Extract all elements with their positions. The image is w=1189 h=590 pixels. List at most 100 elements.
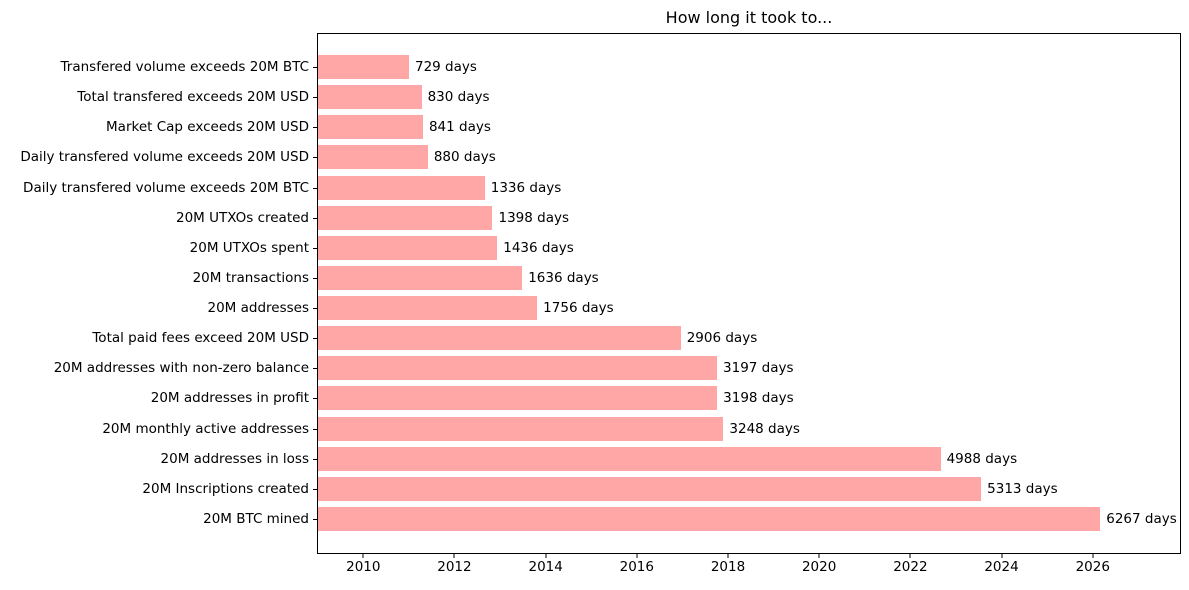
y-axis-tick-mark [313,127,317,129]
y-axis-label: 20M addresses [207,300,310,317]
bar [318,296,538,321]
bar-row: 841 days [313,112,1180,142]
bar-value-label: 3198 days [723,390,794,407]
bar-row: 4988 days [313,444,1180,474]
bar [318,145,428,170]
x-axis-tick-label: 2012 [437,559,472,575]
bar [318,265,523,290]
bar-value-label: 5313 days [987,480,1058,497]
x-axis-tick-mark [1092,554,1094,558]
y-axis-tick-mark [313,67,317,69]
bar-value-label: 1398 days [498,209,569,226]
bar [318,175,485,200]
y-axis-label: 20M UTXOs spent [189,239,309,256]
bar [318,85,422,110]
x-axis-tick-mark [1001,554,1002,558]
y-axis-tick-mark [313,368,317,370]
bar-value-label: 6267 days [1106,510,1177,527]
bar-row: 3197 days [313,353,1180,383]
x-axis-tick-mark [727,554,729,558]
y-axis-tick-mark [313,458,317,460]
y-axis-tick-mark [313,277,317,279]
bar-value-label: 2906 days [686,330,758,347]
bar-value-label: 729 days [414,59,477,76]
y-axis-tick-mark [313,97,317,99]
y-axis-label: Market Cap exceeds 20M USD [106,119,309,136]
x-axis-tick-label: 2010 [346,559,381,575]
x-axis-tick-label: 2026 [1075,559,1110,575]
bar-row: 880 days [313,142,1180,172]
bar-value-label: 1636 days [528,269,599,286]
y-axis-labels: Transfered volume exceeds 20M BTC Total t… [0,52,309,534]
x-axis-tick-label: 2024 [984,559,1019,575]
y-axis-tick-mark [313,428,317,430]
y-axis-tick-mark [313,338,317,340]
bar [318,356,718,381]
bar-value-label: 3197 days [723,360,794,377]
bar-value-label: 830 days [427,89,490,106]
bar [318,205,493,230]
x-axis-tick-mark [362,554,364,558]
x-axis-tick-mark [636,554,638,558]
plot-area: 729 days 830 days 841 days 880 days 1336 day… [313,33,1181,575]
bar-row: 1756 days [313,293,1180,323]
bar-value-label: 4988 days [946,450,1018,467]
bar [318,235,498,260]
y-axis-tick-mark [313,308,317,310]
x-axis-tick-label: 2022 [893,559,928,575]
bar-row: 1336 days [313,173,1180,203]
x-axis-tick-mark [453,554,455,558]
bars-container: 729 days 830 days 841 days 880 days 1336 day… [313,52,1180,534]
y-axis-label: Total transfered exceeds 20M USD [77,89,309,106]
bar [318,326,681,351]
x-axis-tick-label: 2020 [801,559,837,575]
y-axis-tick-mark [313,488,317,490]
x-axis-tick-mark [818,554,820,558]
bar-row: 3248 days [313,414,1180,444]
y-axis-label: Daily transfered volume exceeds 20M BTC [23,179,309,196]
bar [318,386,718,411]
bar [318,55,409,80]
bar-row: 3198 days [313,383,1180,413]
y-axis-tick-mark [313,247,317,249]
y-axis-label: 20M UTXOs created [175,209,309,226]
bar-row: 1436 days [313,233,1180,263]
y-axis-label: 20M addresses in loss [160,450,309,467]
bar [318,446,941,471]
x-axis-tick-label: 2014 [528,559,563,575]
bar-value-label: 3248 days [729,420,800,437]
bar [318,506,1101,531]
y-axis-tick-mark [313,398,317,400]
bar-row: 1398 days [313,203,1180,233]
bar-value-label: 841 days [428,119,491,136]
bar-value-label: 880 days [433,149,496,166]
bar [318,476,982,501]
bar [318,115,423,140]
y-axis-label: 20M monthly active addresses [102,420,309,437]
chart-title: How long it took to... [665,8,833,27]
bar-value-label: 1756 days [543,300,614,317]
y-axis-label: Transfered volume exceeds 20M BTC [60,59,309,76]
y-axis-label: Daily transfered volume exceeds 20M USD [20,149,309,166]
x-axis-tick-label: 2018 [710,559,746,575]
y-axis-tick-mark [313,518,317,520]
x-axis-tick-mark [545,554,547,558]
bar-value-label: 1436 days [503,239,574,256]
y-axis-label: Total paid fees exceed 20M USD [92,330,309,347]
bar-row: 6267 days [313,504,1180,534]
bar-row: 729 days [313,52,1180,82]
y-axis-label: 20M Inscriptions created [142,480,309,497]
bar [318,416,724,441]
bar-row: 1636 days [313,263,1180,293]
bar-value-label: 1336 days [490,179,562,196]
y-axis-tick-mark [313,157,317,159]
y-axis-tick-mark [313,217,317,219]
bar-row: 830 days [313,82,1180,112]
y-axis-label: 20M BTC mined [203,510,309,527]
x-axis-tick-mark [909,554,911,558]
y-axis-tick-mark [313,187,317,189]
y-axis-label: 20M addresses with non-zero balance [53,360,309,377]
bar-row: 2906 days [313,323,1180,353]
bar-row: 5313 days [313,474,1180,504]
